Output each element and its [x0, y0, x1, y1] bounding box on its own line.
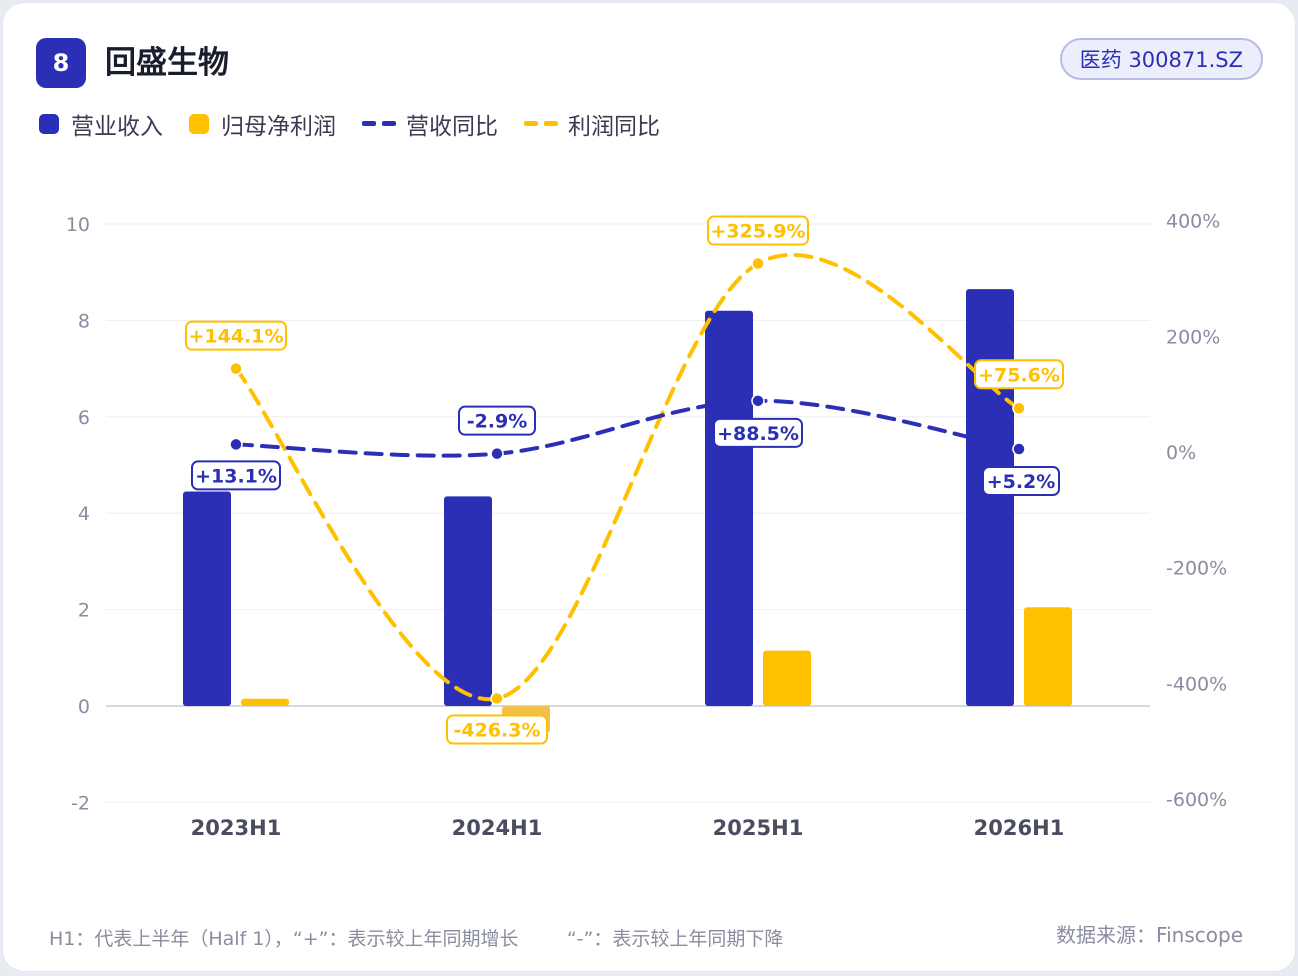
profit-yoy-label: -426.3%	[453, 720, 540, 742]
left-axis-tick-label: 10	[66, 214, 90, 236]
legend-item-revenue-yoy: 营收同比	[362, 107, 498, 141]
legend-item-profit: 归母净利润	[189, 107, 336, 141]
rank-badge: 8	[36, 38, 86, 88]
revenue-yoy-label: -2.9%	[467, 411, 528, 433]
legend-item-revenue: 营业收入	[39, 107, 163, 141]
legend-item-profit-yoy: 利润同比	[524, 107, 660, 141]
revenue-bar	[705, 310, 753, 706]
revenue-yoy-point	[751, 394, 765, 408]
revenue-yoy-label: +13.1%	[195, 465, 277, 487]
legend-label-profit-yoy: 利润同比	[568, 114, 660, 140]
profit-yoy-point	[229, 361, 243, 376]
revenue-bar	[966, 289, 1014, 706]
left-axis-tick-label: 6	[78, 407, 90, 429]
right-axis-tick-label: -600%	[1166, 789, 1227, 811]
revenue-yoy-swatch	[362, 121, 396, 127]
revenue-bar	[183, 491, 231, 706]
profit-yoy-point	[751, 256, 765, 271]
company-title: 回盛生物	[105, 45, 229, 81]
profit-yoy-label-box	[446, 714, 548, 745]
profit-bar	[763, 650, 811, 706]
left-axis-tick-label: -2	[71, 792, 90, 814]
left-axis-tick-label: 0	[78, 696, 90, 718]
profit-yoy-point	[490, 691, 504, 706]
right-axis-tick-label: -400%	[1166, 673, 1227, 695]
right-axis-tick-label: 400%	[1166, 211, 1220, 233]
right-axis-tick-label: 200%	[1166, 326, 1220, 348]
left-axis-tick-label: 2	[78, 600, 90, 622]
legend-label-revenue: 营业收入	[71, 114, 163, 140]
profit-yoy-label: +144.1%	[188, 326, 283, 348]
profit-yoy-label: +75.6%	[978, 364, 1060, 386]
revenue-yoy-label: +88.5%	[717, 423, 799, 445]
legend: 营业收入 归母净利润 营收同比 利润同比	[39, 107, 686, 141]
left-axis-tick-label: 8	[78, 310, 90, 332]
revenue-yoy-label-box	[713, 417, 803, 448]
profit-yoy-swatch	[524, 121, 558, 127]
data-source: 数据来源：Finscope	[1056, 923, 1243, 947]
revenue-yoy-label-box	[982, 465, 1060, 496]
revenue-yoy-point	[1012, 442, 1026, 456]
revenue-yoy-point	[229, 437, 243, 452]
revenue-yoy-label: +5.2%	[987, 471, 1056, 493]
profit-yoy-label: +325.9%	[710, 221, 805, 243]
profit-bar	[1024, 607, 1072, 706]
x-axis-tick-label: 2023H1	[191, 816, 282, 840]
profit-yoy-line	[234, 253, 1021, 702]
x-axis-tick-label: 2024H1	[452, 816, 543, 840]
revenue-yoy-label-box	[191, 460, 281, 491]
x-axis-tick-label: 2026H1	[974, 816, 1065, 840]
revenue-bar	[444, 496, 492, 706]
revenue-yoy-label-box	[458, 405, 536, 436]
profit-yoy-label-box	[185, 320, 287, 351]
footnote: H1：代表上半年（Half 1），“+”：表示较上年同期增长 “-”：表示较上年…	[49, 928, 784, 950]
left-axis-tick-label: 4	[78, 503, 90, 525]
profit-swatch	[189, 114, 209, 134]
right-axis-tick-label: -200%	[1166, 558, 1227, 580]
right-axis-tick-label: 0%	[1166, 442, 1196, 464]
x-axis-tick-label: 2025H1	[713, 816, 804, 840]
revenue-swatch	[39, 114, 59, 134]
revenue-yoy-point	[490, 446, 504, 461]
profit-yoy-point	[1012, 401, 1026, 416]
profit-yoy-label-box	[974, 359, 1064, 390]
profit-yoy-label-box	[707, 215, 809, 246]
profit-bar	[241, 698, 289, 706]
legend-label-profit: 归母净利润	[221, 114, 336, 140]
sector-ticker-badge: 医药 300871.SZ	[1059, 38, 1263, 80]
revenue-yoy-line	[234, 398, 1021, 458]
legend-label-revenue-yoy: 营收同比	[406, 114, 498, 140]
